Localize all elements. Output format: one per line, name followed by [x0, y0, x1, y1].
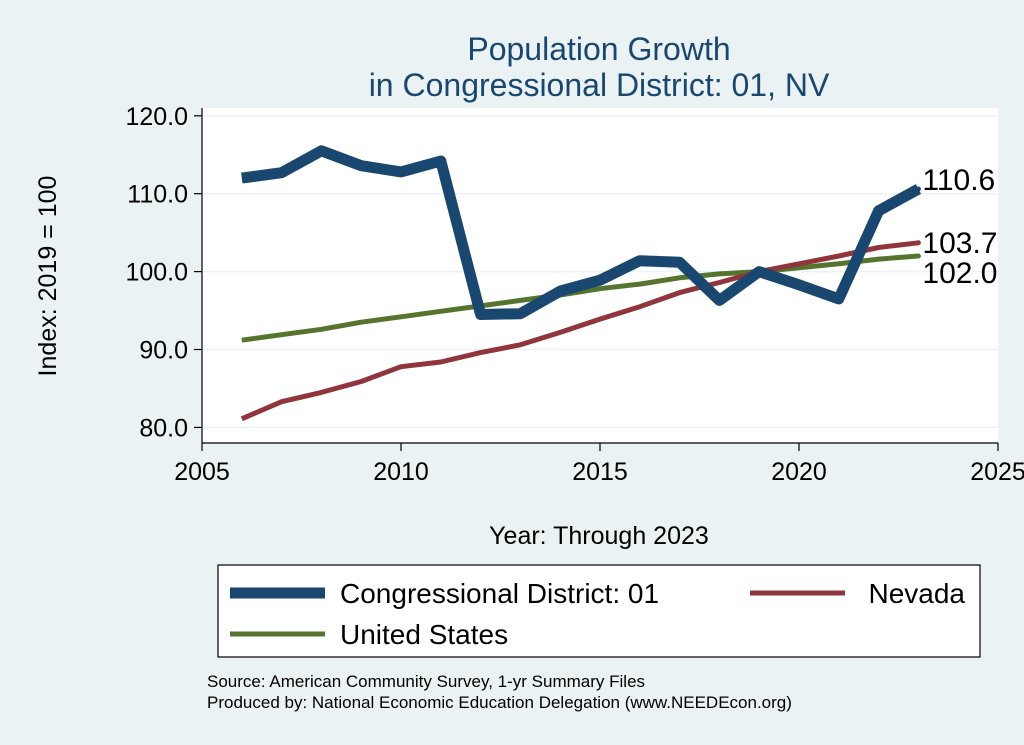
series-line-congressional-district-01 [241, 145, 922, 320]
source-note: Source: American Community Survey, 1-yr … [207, 672, 645, 691]
legend-box [217, 564, 981, 658]
x-tick-label: 2015 [572, 458, 628, 486]
y-axis-label: Index: 2019 = 100 [34, 176, 62, 377]
y-tick-label: 80.0 [139, 414, 188, 442]
series-line-nevada [240, 240, 919, 422]
end-point-marker [915, 253, 921, 259]
y-tick-label: 90.0 [139, 337, 188, 365]
series-lines [240, 145, 922, 422]
y-tick-label: 120.0 [125, 103, 188, 131]
gridlines [202, 115, 998, 429]
x-tick-label: 2005 [174, 458, 230, 486]
end-value-label: 103.7 [922, 227, 997, 260]
legend: Congressional District: 01 Nevada United S… [230, 578, 965, 650]
y-tick-label: 110.0 [127, 181, 188, 209]
x-tick-label: 2025 [970, 458, 1024, 486]
axes: 80.0 90.0 100.0 110.0 120.0 2005 2010 2015 2020 2… [125, 103, 1024, 486]
x-tick-label: 2010 [373, 458, 429, 486]
series-line-united-states [241, 253, 919, 343]
end-point-marker [915, 186, 921, 192]
chart-title-line-1: Population Growth [467, 31, 730, 67]
end-value-label: 102.0 [922, 257, 997, 290]
legend-label: United States [340, 619, 508, 650]
x-tick-label: 2020 [771, 458, 827, 486]
x-axis-label: Year: Through 2023 [489, 522, 709, 550]
produced-by-note: Produced by: National Economic Education… [207, 693, 792, 712]
chart-title-line-2: in Congressional District: 01, NV [369, 67, 830, 103]
y-tick-label: 100.0 [125, 259, 188, 287]
legend-label: Congressional District: 01 [340, 578, 659, 609]
end-value-label: 110.6 [922, 164, 995, 197]
legend-label: Nevada [868, 578, 965, 609]
end-point-marker [915, 240, 921, 246]
